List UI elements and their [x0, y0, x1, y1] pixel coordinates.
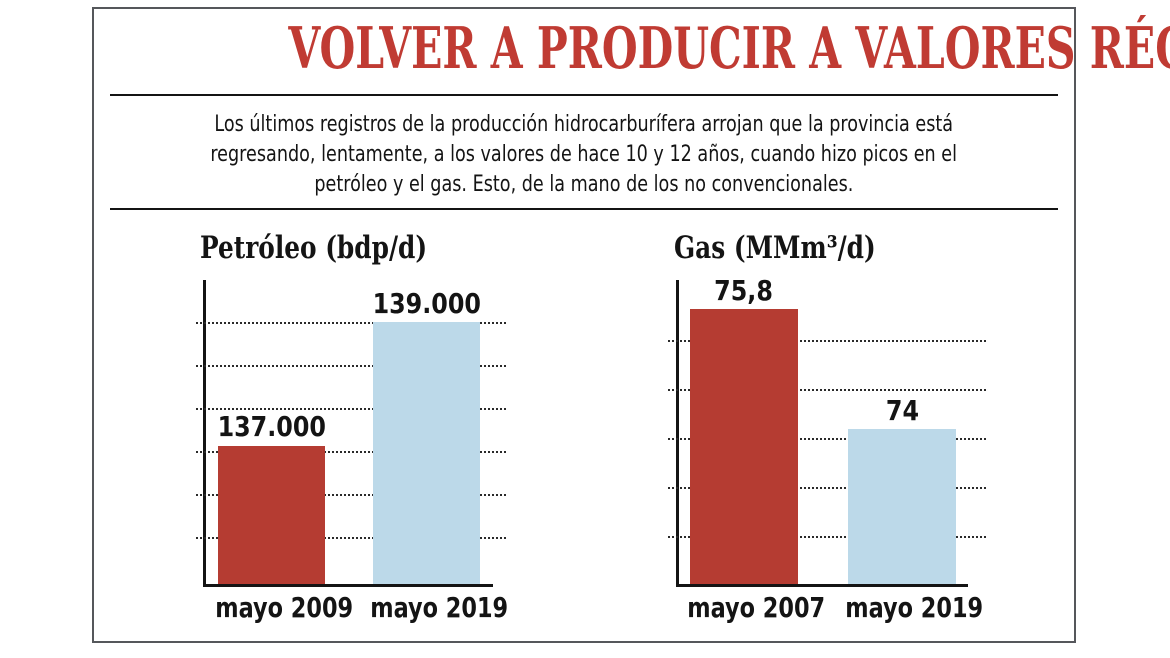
oil-gridline-2: [196, 365, 506, 367]
oil-x-axis: [203, 584, 493, 587]
page-title-text: VOLVER A PRODUCIR A VALORES RÉCORD: [288, 15, 1170, 82]
gas-chart-title: Gas (MMm³/d): [674, 230, 876, 266]
gas-bar-mayo-2019: [848, 429, 956, 584]
divider-bottom: [110, 208, 1058, 210]
gas-gridline-1: [668, 340, 986, 342]
page-title: VOLVER A PRODUCIR A VALORES RÉCORD: [93, 18, 1170, 80]
gas-gridline-2: [668, 389, 986, 391]
gas-y-axis: [676, 280, 679, 587]
gas-x-axis: [676, 584, 968, 587]
oil-chart-title: Petróleo (bdp/d): [200, 230, 428, 266]
oil-category-label-2009: mayo 2009: [215, 591, 354, 624]
oil-value-label-2009: 137.000: [217, 410, 326, 443]
oil-bar-mayo-2009: [218, 446, 325, 584]
oil-y-axis: [203, 280, 206, 587]
intro-line-2: regresando, lentamente, a los valores de…: [210, 142, 958, 167]
oil-value-label-2019: 139.000: [372, 287, 481, 320]
gas-bar-mayo-2007: [690, 309, 798, 584]
gas-gridline-3: [668, 438, 986, 440]
gas-value-label-2007: 75,8: [714, 274, 774, 307]
gas-category-label-2007: mayo 2007: [687, 591, 826, 624]
oil-bar-mayo-2019: [373, 322, 480, 584]
gas-value-label-2019: 74: [885, 394, 919, 427]
intro-line-3: petróleo y el gas. Esto, de la mano de l…: [314, 172, 854, 197]
oil-gridline-3: [196, 408, 506, 410]
gas-gridline-4: [668, 487, 986, 489]
gas-category-label-2019: mayo 2019: [845, 591, 984, 624]
gas-gridline-5: [668, 536, 986, 538]
oil-gridline-1: [196, 322, 506, 324]
oil-gridline-5: [196, 494, 506, 496]
intro-paragraph: Los últimos registros de la producción h…: [93, 110, 1075, 200]
oil-gridline-6: [196, 537, 506, 539]
divider-top: [110, 94, 1058, 96]
intro-line-1: Los últimos registros de la producción h…: [214, 112, 954, 137]
oil-gridline-4: [196, 451, 506, 453]
oil-category-label-2019: mayo 2019: [370, 591, 509, 624]
